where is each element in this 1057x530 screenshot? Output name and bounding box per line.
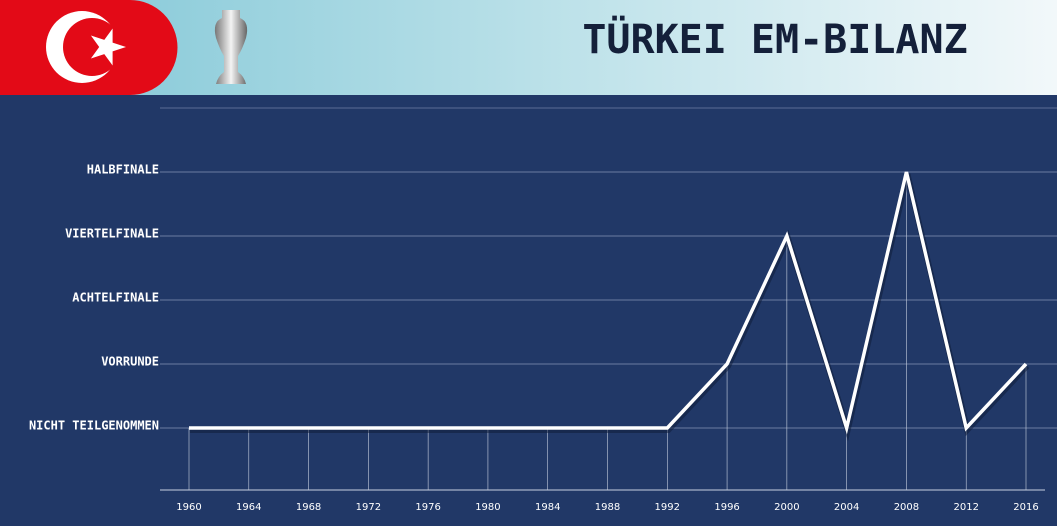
x-tick-label: 1996 [714, 502, 739, 513]
x-tick-label: 1992 [655, 502, 680, 513]
x-tick-label: 1960 [176, 502, 201, 513]
y-tick-label: ACHTELFINALE [72, 291, 159, 305]
crescent-cut [63, 18, 121, 76]
x-tick-label: 1976 [415, 502, 440, 513]
x-tick-label: 2008 [894, 502, 919, 513]
x-tick-label: 2016 [1013, 502, 1038, 513]
x-tick-label: 1968 [296, 502, 321, 513]
y-tick-label: VIERTELFINALE [65, 227, 159, 241]
x-tick-label: 2004 [834, 502, 859, 513]
x-tick-label: 1988 [595, 502, 620, 513]
y-tick-label: NICHT TEILGENOMMEN [29, 419, 159, 433]
star [90, 28, 126, 66]
chart-title: TÜRKEI EM-BILANZ [582, 15, 967, 63]
y-tick-label: HALBFINALE [87, 163, 159, 177]
x-tick-label: 2000 [774, 502, 799, 513]
x-tick-label: 1980 [475, 502, 500, 513]
plot-background [0, 95, 1057, 526]
trophy [214, 10, 248, 84]
y-tick-label: VORRUNDE [101, 355, 159, 369]
x-tick-label: 1972 [356, 502, 381, 513]
x-tick-label: 2012 [953, 502, 978, 513]
x-tick-label: 1984 [535, 502, 560, 513]
x-tick-label: 1964 [236, 502, 261, 513]
series-line [189, 171, 1028, 435]
